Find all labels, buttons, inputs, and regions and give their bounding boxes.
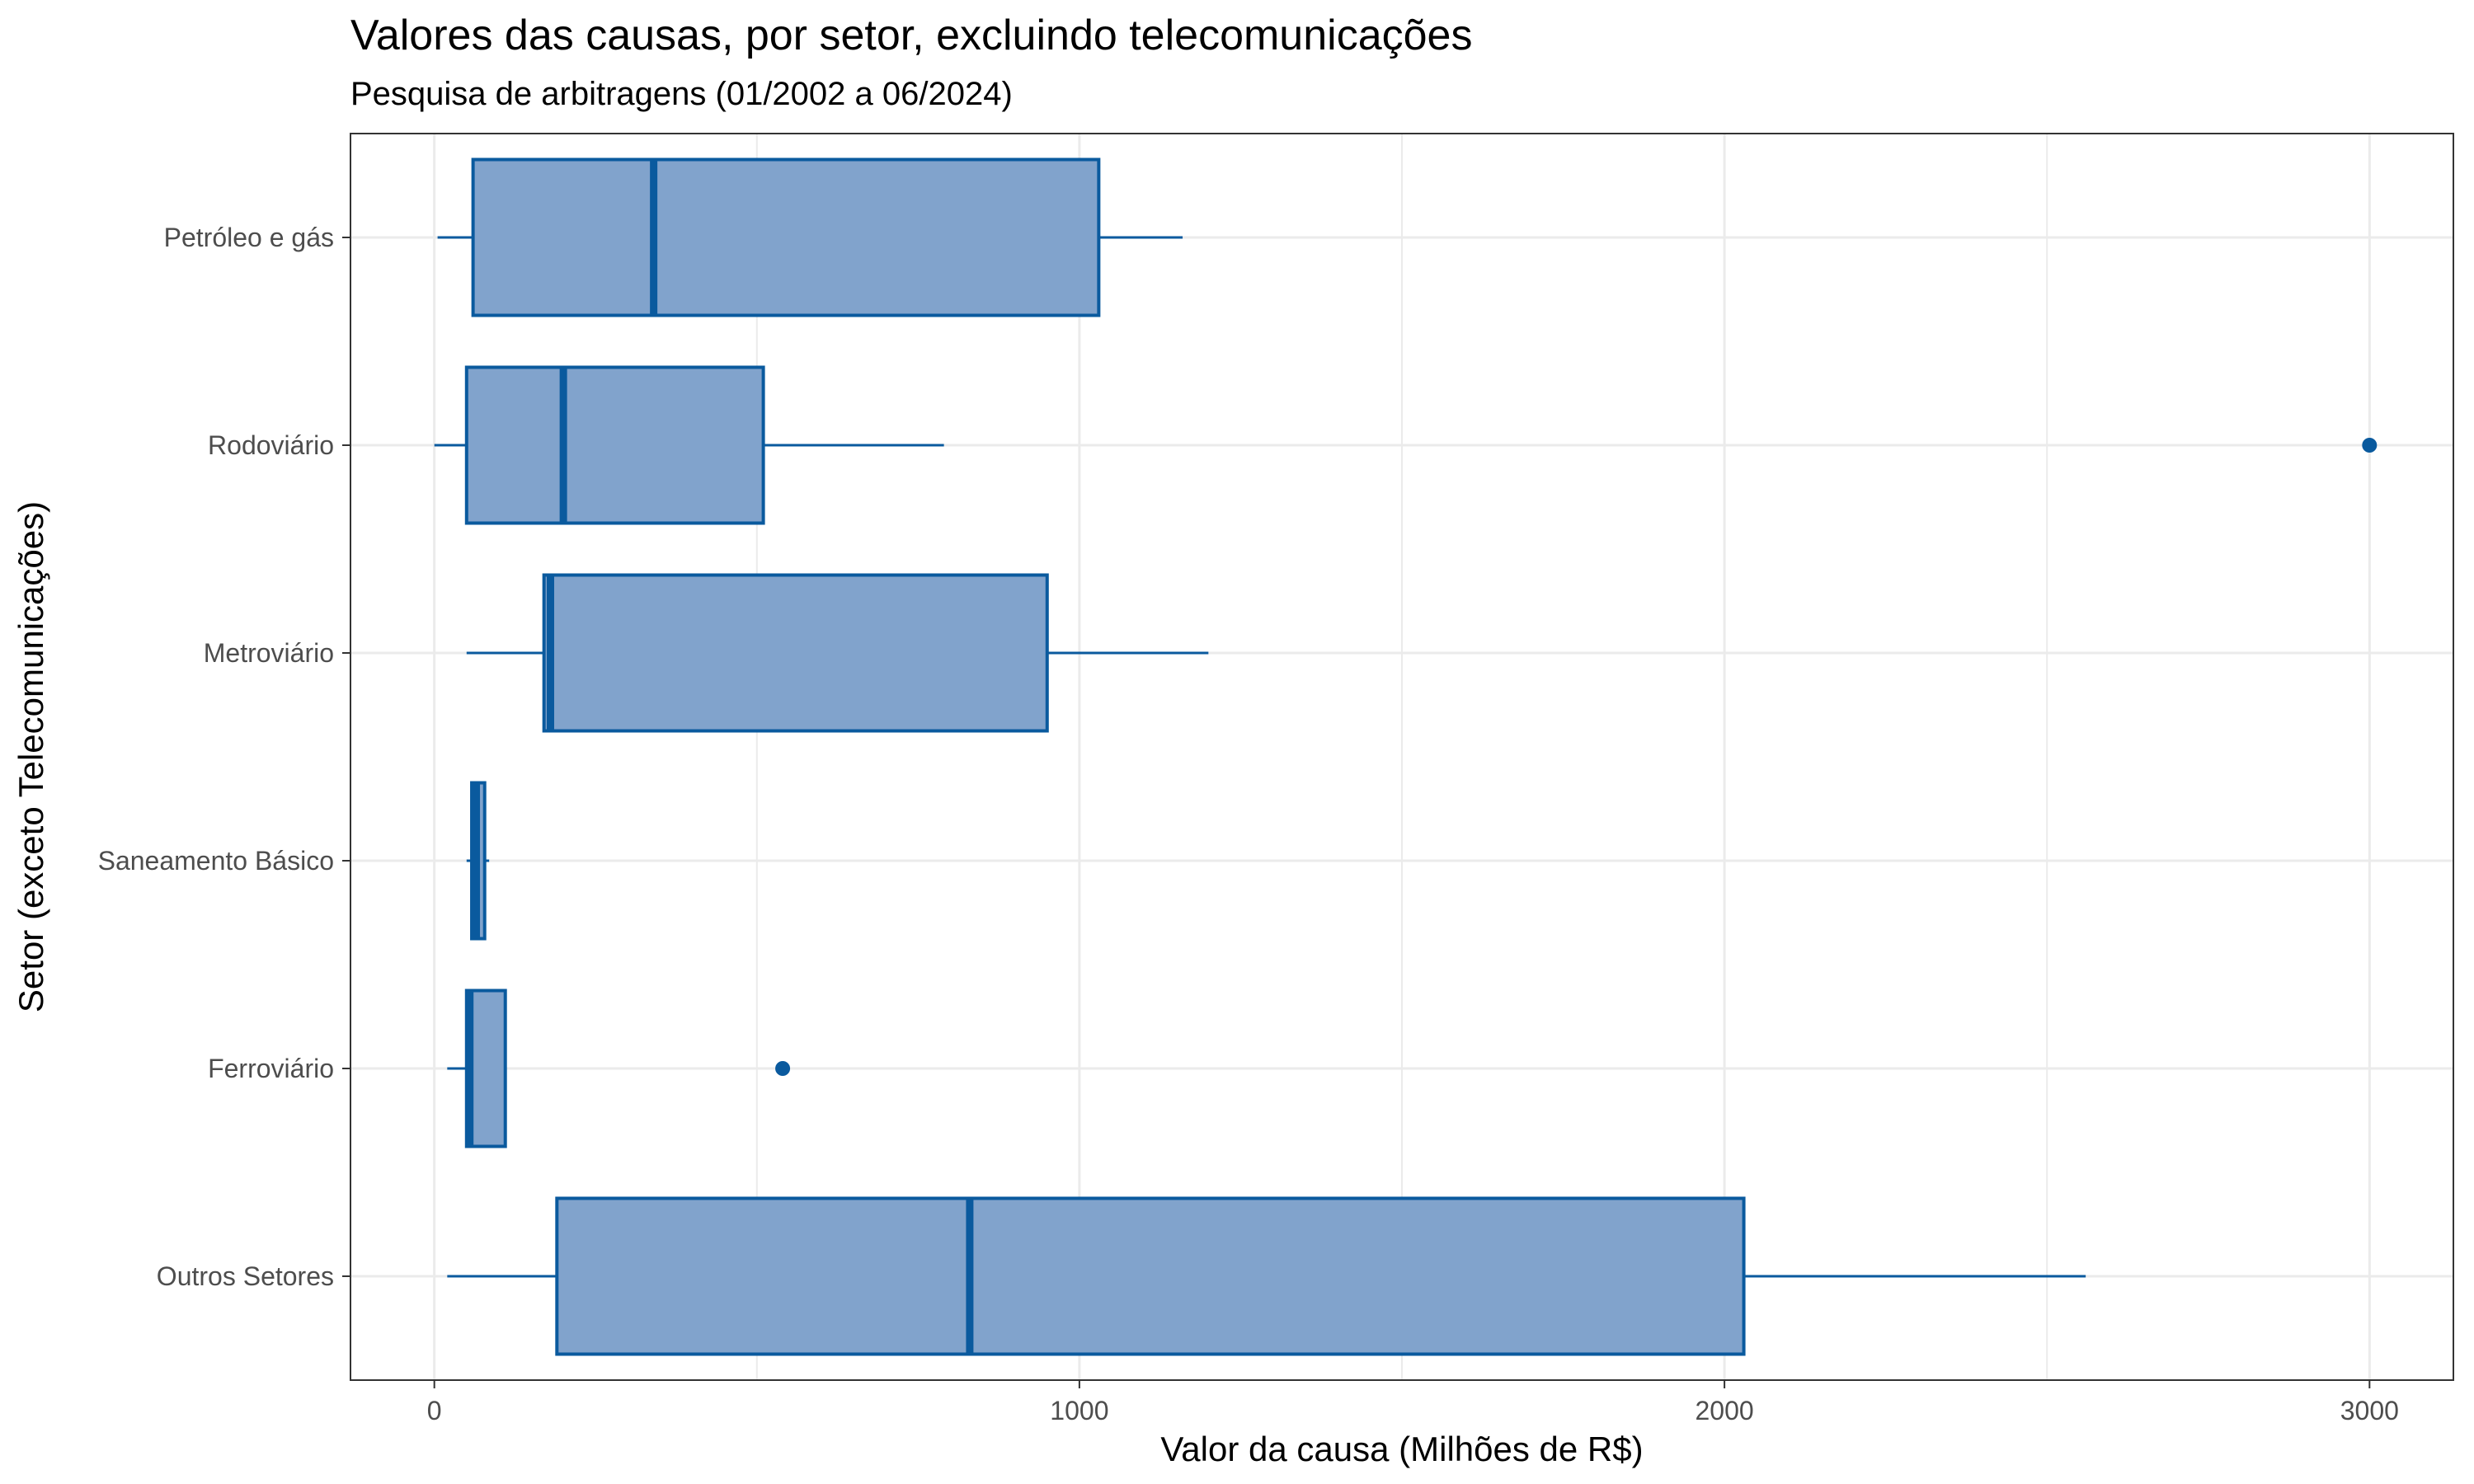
x-tick-label: 2000	[1696, 1396, 1754, 1425]
y-tick-label: Outros Setores	[157, 1261, 334, 1291]
box-iqr	[555, 1196, 1746, 1356]
y-tick-label: Saneamento Básico	[98, 846, 334, 876]
y-tick-label: Petróleo e gás	[164, 223, 334, 252]
y-tick-label: Ferroviário	[208, 1054, 334, 1083]
x-axis-title: Valor da causa (Milhões de R$)	[1160, 1430, 1643, 1468]
x-axis: 0 1000 2000 3000	[427, 1380, 2399, 1425]
box-iqr	[464, 365, 765, 525]
boxplot	[466, 781, 490, 941]
panel-border	[350, 133, 2454, 1381]
x-tick-label: 0	[427, 1396, 442, 1425]
boxplot	[466, 573, 1209, 733]
outlier-point	[2362, 438, 2378, 453]
boxplot	[447, 989, 791, 1148]
box-iqr	[542, 573, 1049, 733]
boxplot	[434, 365, 2378, 525]
chart-title: Valores das causas, por setor, excluindo…	[350, 12, 1472, 59]
y-tick-label: Rodoviário	[208, 430, 334, 460]
boxplot	[437, 157, 1183, 317]
y-tick-label: Metroviário	[204, 638, 334, 668]
x-tick-label: 3000	[2340, 1396, 2399, 1425]
outlier-point	[775, 1061, 791, 1076]
boxplot	[447, 1196, 2086, 1356]
grid	[350, 134, 2453, 1380]
x-tick-label: 1000	[1050, 1396, 1108, 1425]
y-axis: Petróleo e gás Rodoviário Metroviário Sanea…	[98, 223, 350, 1291]
y-axis-title: Setor (exceto Telecomunicações)	[12, 501, 50, 1012]
boxplots	[434, 157, 2378, 1356]
box-iqr	[471, 157, 1101, 317]
chart-subtitle: Pesquisa de arbitragens (01/2002 a 06/20…	[350, 76, 1013, 112]
